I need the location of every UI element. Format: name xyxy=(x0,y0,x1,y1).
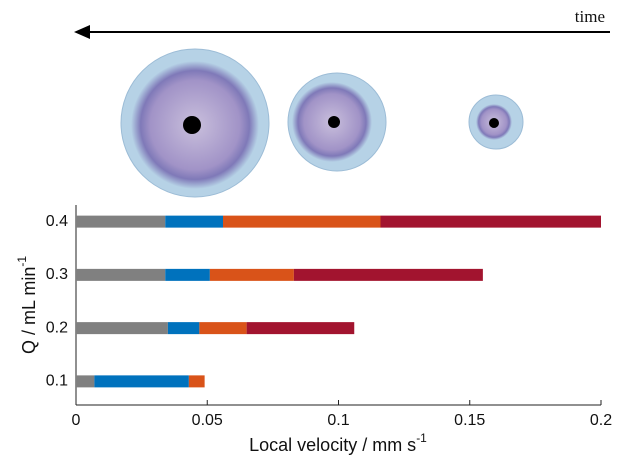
y-label-text: Q / mL min xyxy=(19,267,39,354)
y-tick-label: 0.2 xyxy=(46,319,68,336)
bar-segment xyxy=(76,375,95,388)
bar-segment xyxy=(76,215,166,228)
annotation: time xyxy=(575,7,605,26)
y-label-sup: -1 xyxy=(15,256,29,267)
x-axis-label: Local velocity / mm s-1 xyxy=(249,431,427,455)
x-label-sup: -1 xyxy=(416,431,427,445)
y-axis-label: Q / mL min-1 xyxy=(15,256,39,354)
bar-segment xyxy=(209,268,294,281)
x-tick-label: 0 xyxy=(72,412,81,429)
x-tick-label: 0.05 xyxy=(192,412,223,429)
bar-segment xyxy=(223,215,381,228)
x-tick-label: 0.1 xyxy=(327,412,349,429)
y-tick-label: 0.3 xyxy=(46,266,68,283)
bar-segment xyxy=(188,375,205,388)
bar-segment xyxy=(380,215,601,228)
bar-segment xyxy=(76,322,168,335)
bar-segment xyxy=(76,268,166,281)
y-tick-label: 0.4 xyxy=(46,213,68,230)
x-tick-label: 0.2 xyxy=(590,412,612,429)
bar-segment xyxy=(293,268,483,281)
time-arrow xyxy=(74,25,610,39)
bar-segment xyxy=(165,215,223,228)
x-label-text: Local velocity / mm s xyxy=(249,435,416,455)
dish-images xyxy=(120,48,524,198)
bar-segment xyxy=(199,322,247,335)
bar-segment xyxy=(94,375,189,388)
x-tick-label: 0.15 xyxy=(454,412,485,429)
y-tick-label: 0.1 xyxy=(46,373,68,390)
bar-segment xyxy=(246,322,355,335)
bar-segment xyxy=(165,268,210,281)
bar-segment xyxy=(167,322,200,335)
